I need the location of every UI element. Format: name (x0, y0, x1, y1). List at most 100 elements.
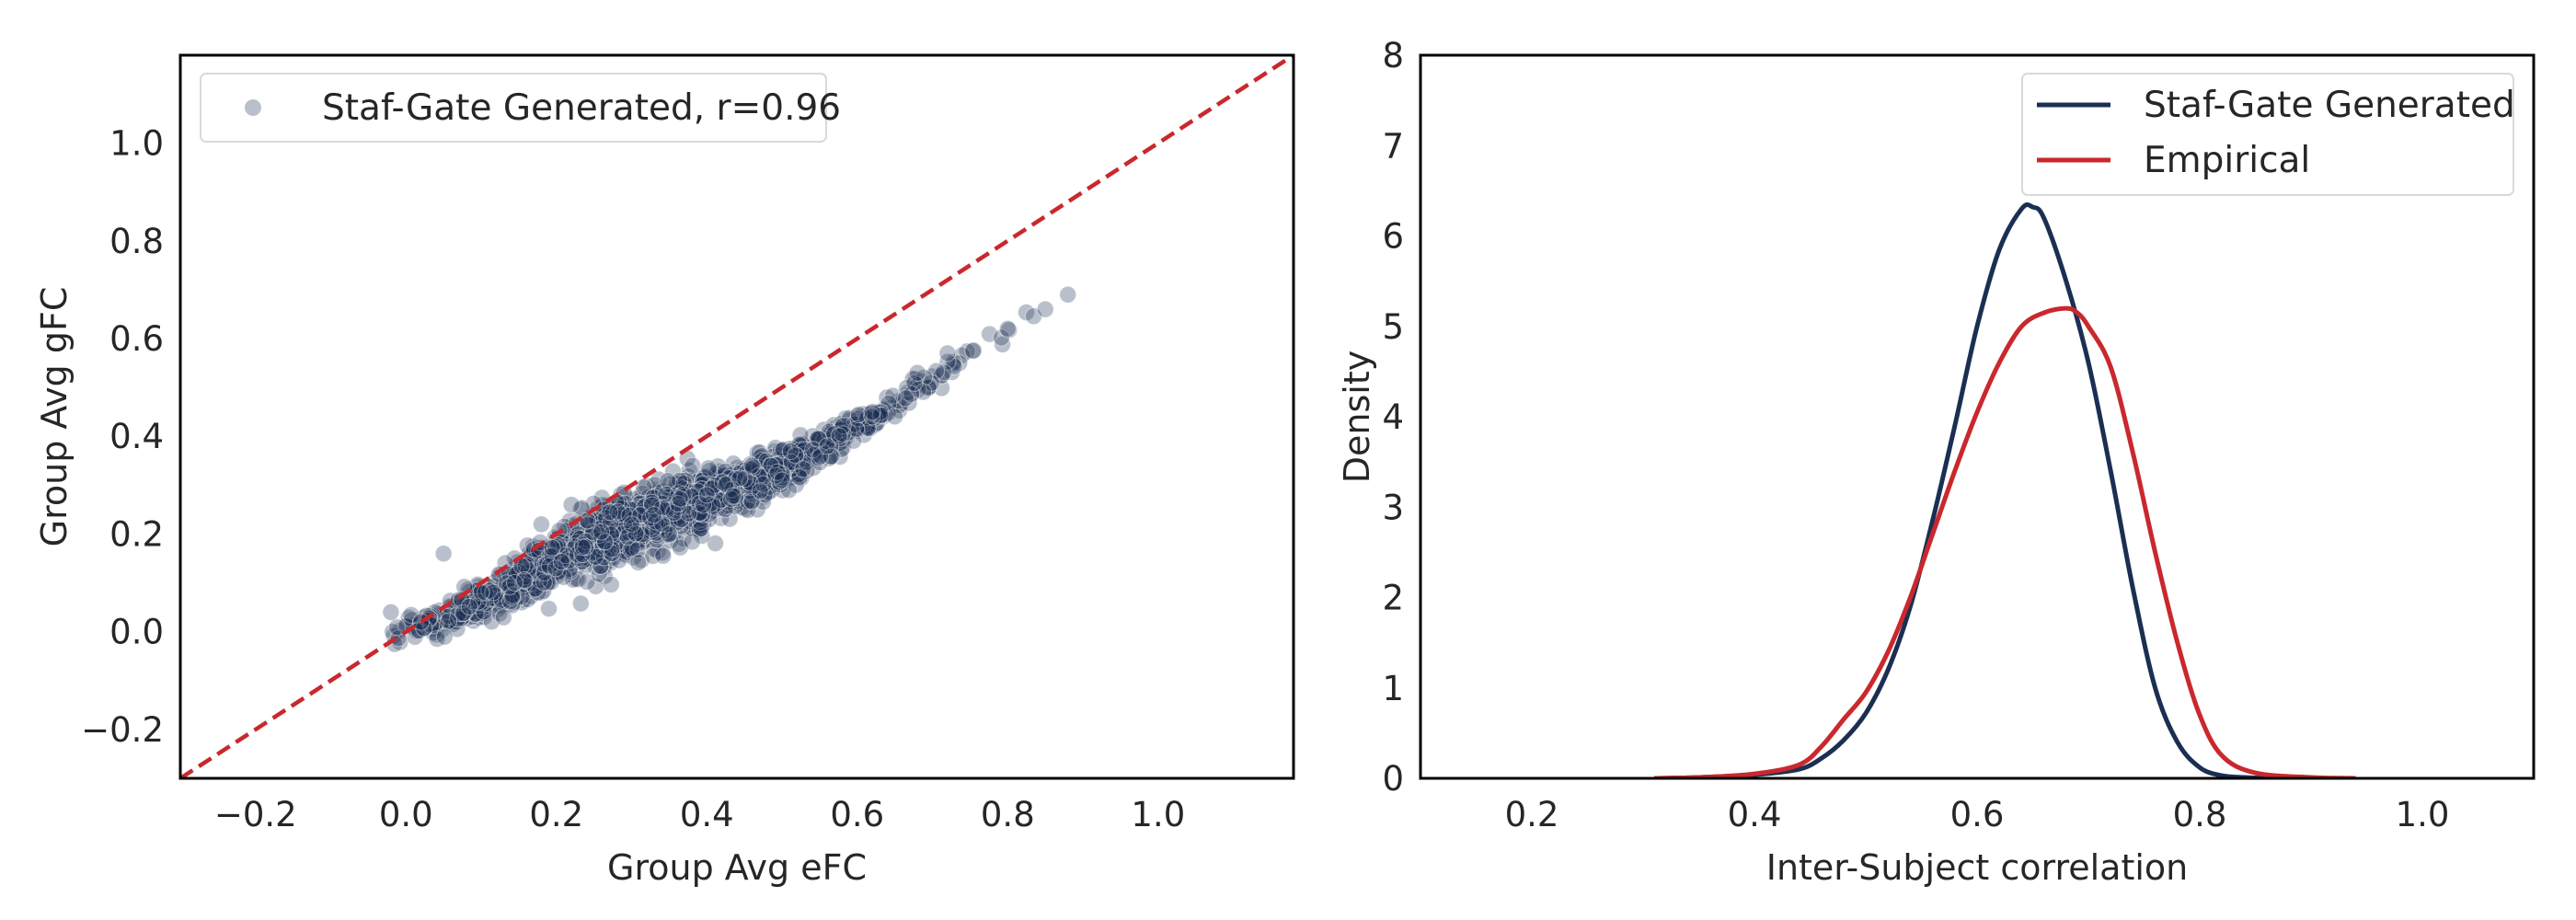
scatter-point (772, 457, 790, 476)
scatter-point (802, 442, 821, 460)
scatter-point (602, 537, 620, 556)
scatter-point (590, 510, 608, 528)
scatter-point (761, 477, 779, 496)
scatter-point (820, 436, 838, 454)
scatter-point (587, 546, 605, 565)
scatter-point (547, 568, 566, 586)
scatter-point (602, 541, 620, 559)
scatter-point (488, 585, 506, 604)
scatter-point (852, 412, 870, 431)
scatter-point (776, 461, 794, 479)
scatter-point (695, 496, 713, 514)
scatter-point (435, 627, 454, 646)
scatter-point (881, 399, 900, 418)
scatter-point (530, 577, 548, 595)
scatter-point (719, 469, 738, 488)
scatter-point (546, 541, 565, 559)
scatter-point (536, 566, 555, 584)
scatter-point (585, 546, 604, 565)
scatter-point (494, 583, 512, 602)
scatter-point (664, 524, 683, 543)
scatter-point (672, 491, 690, 510)
scatter-point (699, 485, 718, 503)
scatter-point (590, 540, 608, 558)
scatter-point (696, 490, 714, 509)
scatter-point (676, 471, 695, 489)
scatter-point (574, 538, 592, 557)
scatter-point (812, 441, 831, 459)
scatter-point (616, 518, 635, 536)
scatter-point (455, 601, 474, 619)
scatter-point (784, 443, 802, 462)
y-tick-label: 6 (1382, 217, 1404, 257)
scatter-point (742, 477, 761, 496)
scatter-point (620, 525, 638, 544)
scatter-point (440, 607, 458, 626)
scatter-point (682, 505, 700, 523)
scatter-point (822, 447, 840, 466)
scatter-point (698, 486, 717, 504)
scatter-point (581, 529, 600, 547)
scatter-point (666, 507, 684, 525)
scatter-point (665, 510, 684, 528)
scatter-point (764, 473, 782, 491)
scatter-point (736, 465, 754, 483)
scatter-point (837, 417, 856, 435)
scatter-point (649, 487, 667, 505)
scatter-point (428, 626, 446, 644)
scatter-point (811, 444, 830, 463)
scatter-point (753, 473, 771, 491)
scatter-point (743, 469, 762, 488)
scatter-point (836, 429, 855, 447)
scatter-point (707, 486, 726, 504)
scatter-point (780, 440, 799, 458)
scatter-point (875, 404, 893, 422)
scatter-point (700, 510, 719, 528)
scatter-point (675, 474, 694, 492)
scatter-point (799, 454, 818, 472)
scatter-point (836, 409, 855, 428)
scatter-point (481, 589, 500, 607)
scatter-point (753, 471, 771, 489)
scatter-point (673, 479, 692, 498)
scatter-point (765, 468, 784, 487)
legend-label: Staf-Gate Generated, r=0.96 (322, 87, 841, 129)
scatter-point (551, 546, 569, 564)
scatter-point (636, 504, 654, 523)
scatter-point (562, 537, 581, 556)
scatter-point (764, 463, 782, 481)
scatter-point (790, 452, 809, 470)
scatter-point (460, 597, 478, 615)
scatter-point (525, 566, 544, 584)
scatter-point (633, 510, 651, 528)
scatter-point (688, 473, 707, 491)
scatter-point (483, 590, 501, 608)
scatter-point (689, 506, 707, 524)
scatter-point (674, 475, 693, 493)
scatter-point (919, 378, 937, 397)
scatter-point (469, 608, 488, 627)
scatter-point (524, 537, 543, 556)
scatter-point (674, 472, 693, 490)
scatter-point (765, 442, 784, 460)
scatter-point (748, 467, 766, 486)
scatter-point (500, 578, 518, 596)
scatter-point (631, 512, 650, 530)
scatter-point (614, 519, 632, 537)
scatter-point (532, 515, 550, 534)
scatter-point (466, 604, 484, 623)
scatter-point (550, 540, 569, 558)
scatter-point (677, 483, 696, 501)
scatter-point (624, 517, 642, 535)
scatter-point (516, 569, 535, 587)
scatter-point (526, 550, 545, 569)
scatter-point (506, 567, 524, 585)
scatter-point (828, 431, 846, 449)
scatter-point (742, 491, 761, 510)
scatter-point (529, 560, 547, 579)
scatter-point (759, 468, 777, 487)
scatter-point (549, 542, 568, 560)
scatter-point (776, 457, 794, 476)
scatter-point (514, 571, 533, 590)
scatter-point (994, 335, 1012, 353)
